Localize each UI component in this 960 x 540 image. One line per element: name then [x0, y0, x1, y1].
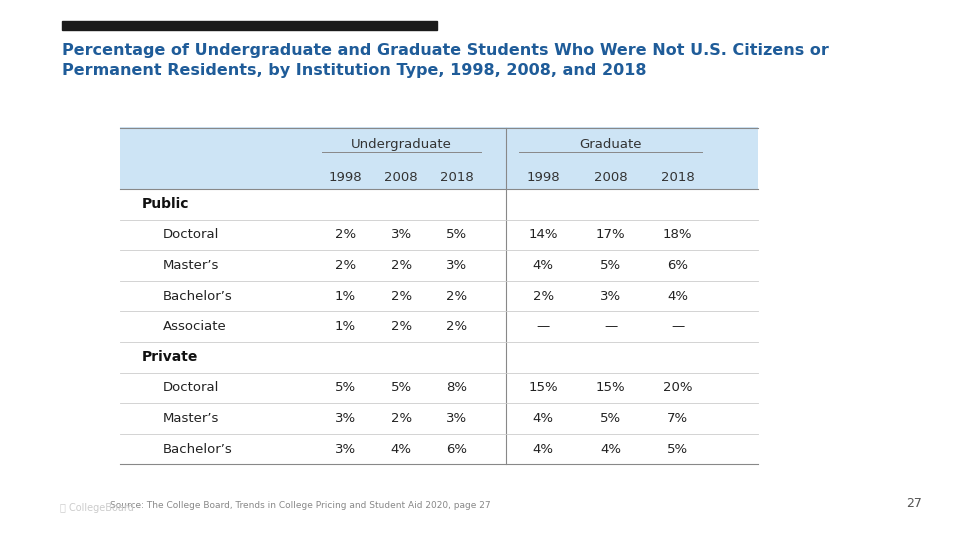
Text: Doctoral: Doctoral: [163, 381, 220, 394]
Text: 20%: 20%: [663, 381, 692, 394]
Text: 2%: 2%: [446, 289, 468, 302]
Text: 4%: 4%: [667, 289, 688, 302]
Text: 2018: 2018: [660, 171, 695, 184]
Text: 6%: 6%: [667, 259, 688, 272]
Text: 27: 27: [905, 497, 922, 510]
Text: 2%: 2%: [391, 412, 412, 425]
Text: Private: Private: [142, 350, 199, 365]
Text: 3%: 3%: [446, 259, 468, 272]
Text: 5%: 5%: [600, 259, 621, 272]
Text: Undergraduate: Undergraduate: [350, 138, 452, 151]
Text: 3%: 3%: [600, 289, 621, 302]
Text: Percentage of Undergraduate and Graduate Students Who Were Not U.S. Citizens or
: Percentage of Undergraduate and Graduate…: [62, 43, 829, 78]
Text: Bachelor’s: Bachelor’s: [163, 443, 233, 456]
Text: 5%: 5%: [335, 381, 356, 394]
Text: 2%: 2%: [391, 259, 412, 272]
Text: 18%: 18%: [663, 228, 692, 241]
Text: Public: Public: [142, 197, 189, 211]
Text: 4%: 4%: [533, 443, 554, 456]
Text: 3%: 3%: [335, 412, 356, 425]
Text: 3%: 3%: [335, 443, 356, 456]
Text: Master’s: Master’s: [163, 259, 220, 272]
Text: 7%: 7%: [667, 412, 688, 425]
Text: Associate: Associate: [163, 320, 227, 333]
Text: 14%: 14%: [529, 228, 558, 241]
Text: 2%: 2%: [391, 320, 412, 333]
Text: 1%: 1%: [335, 289, 356, 302]
Text: Source: The College Board, Trends in College Pricing and Student Aid 2020, page : Source: The College Board, Trends in Col…: [110, 501, 491, 510]
Text: 4%: 4%: [600, 443, 621, 456]
Text: 3%: 3%: [446, 412, 468, 425]
Text: 5%: 5%: [391, 381, 412, 394]
Text: 2018: 2018: [440, 171, 474, 184]
Text: —: —: [604, 320, 617, 333]
Text: —: —: [537, 320, 550, 333]
Text: 17%: 17%: [596, 228, 625, 241]
Text: 6%: 6%: [446, 443, 468, 456]
Text: 2008: 2008: [593, 171, 628, 184]
Text: 4%: 4%: [533, 412, 554, 425]
Text: 4%: 4%: [391, 443, 412, 456]
Text: 2008: 2008: [384, 171, 419, 184]
Text: 2%: 2%: [335, 259, 356, 272]
Text: 8%: 8%: [446, 381, 468, 394]
Text: 5%: 5%: [667, 443, 688, 456]
Text: 5%: 5%: [446, 228, 468, 241]
Text: 1%: 1%: [335, 320, 356, 333]
Text: 15%: 15%: [529, 381, 558, 394]
Text: 2%: 2%: [533, 289, 554, 302]
Text: Graduate: Graduate: [579, 138, 642, 151]
Text: 2%: 2%: [391, 289, 412, 302]
Text: Doctoral: Doctoral: [163, 228, 220, 241]
Text: Bachelor’s: Bachelor’s: [163, 289, 233, 302]
Text: 4%: 4%: [533, 259, 554, 272]
Text: Ⓒ CollegeBoard: Ⓒ CollegeBoard: [60, 503, 133, 513]
Text: 3%: 3%: [391, 228, 412, 241]
Text: —: —: [671, 320, 684, 333]
Text: 2%: 2%: [446, 320, 468, 333]
Text: 1998: 1998: [328, 171, 363, 184]
Text: 15%: 15%: [596, 381, 625, 394]
Text: 5%: 5%: [600, 412, 621, 425]
Text: 2%: 2%: [335, 228, 356, 241]
Text: Master’s: Master’s: [163, 412, 220, 425]
Text: 1998: 1998: [526, 171, 561, 184]
